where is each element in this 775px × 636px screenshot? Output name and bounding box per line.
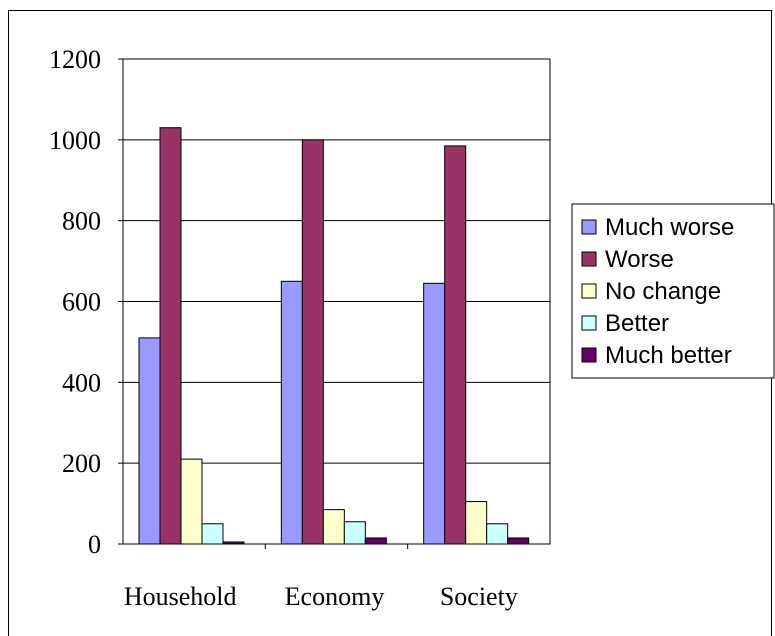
bar-much-worse-household [138,337,161,545]
legend-swatch [581,251,597,267]
bar-no-change-society [465,501,488,545]
x-axis-labels: Household Economy Society [124,544,518,611]
bar-much-worse-economy [280,280,303,545]
y-tick-label: 0 [88,530,101,559]
y-tick-label: 400 [62,368,101,397]
bar-better-economy [343,521,366,545]
bar-much-better-society [507,537,530,545]
bar-worse-society [444,145,467,545]
y-tick-label: 600 [62,288,101,317]
legend: Much worse Worse No change Better Much bette… [571,203,775,379]
bars [138,127,530,545]
legend-label: Much better [605,342,732,369]
x-category-label: Household [124,582,237,611]
legend-swatch [581,315,597,331]
bar-no-change-household [180,458,203,545]
y-tick-label: 200 [62,449,101,478]
bar-better-household [201,523,224,545]
bar-better-society [486,523,509,545]
bar-worse-economy [301,139,324,545]
legend-label: Better [605,310,669,337]
bar-much-better-economy [364,537,387,545]
bar-worse-household [159,127,182,545]
x-category-label: Economy [285,582,385,611]
bar-much-worse-society [423,282,446,545]
x-category-label: Society [440,582,518,611]
legend-label: Much worse [605,214,734,241]
y-tick-label: 1200 [49,45,101,74]
legend-swatch [581,347,597,363]
legend-label: Worse [605,246,674,273]
legend-box [571,203,775,379]
bar-no-change-economy [322,509,345,545]
y-tick-label: 1000 [49,126,101,155]
legend-swatch [581,219,597,235]
gridlines [123,139,550,464]
y-tick-label: 800 [62,207,101,236]
legend-label: No change [605,278,721,305]
bar-much-better-household [222,541,245,545]
legend-swatch [581,283,597,299]
y-axis-ticks: 0 200 400 600 800 1000 1200 [49,45,123,559]
